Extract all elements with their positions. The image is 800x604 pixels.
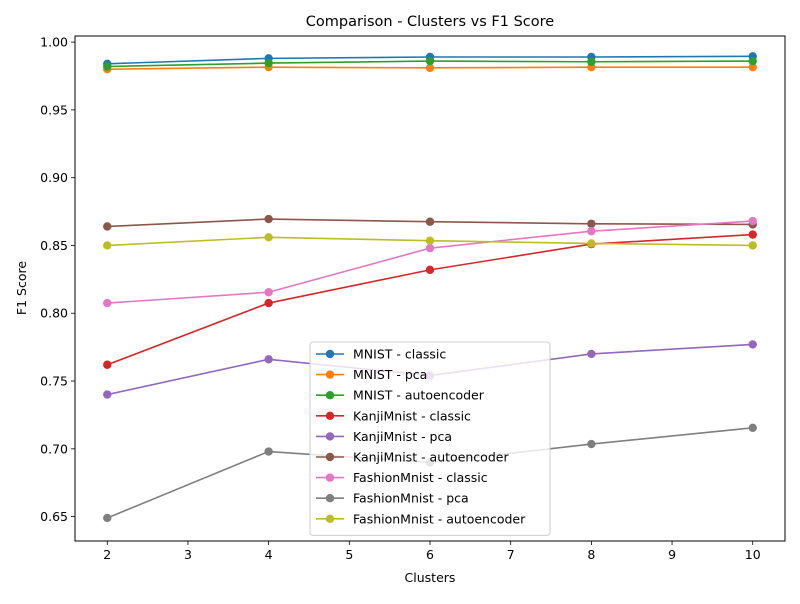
data-point-fashionmnist-autoencoder-2	[103, 241, 112, 250]
legend-swatch-marker	[325, 411, 335, 420]
series-fashionmnist-autoencoder	[103, 233, 757, 250]
x-tick-label: 7	[507, 547, 515, 562]
data-point-fashionmnist-autoencoder-8	[587, 239, 596, 248]
legend-item-fashionmnist-classic: FashionMnist - classic	[316, 470, 488, 485]
data-point-kanjimnist-classic-4	[264, 298, 273, 308]
series-fashionmnist-classic	[103, 216, 757, 308]
y-axis-label: F1 Score	[14, 261, 29, 315]
data-point-fashionmnist-pca-8	[587, 439, 596, 449]
data-point-fashionmnist-classic-6	[425, 243, 435, 253]
x-tick-label: 8	[587, 547, 595, 562]
legend-label: KanjiMnist - classic	[353, 408, 471, 423]
series-mnist-autoencoder	[103, 56, 757, 71]
data-point-kanjimnist-pca-10	[748, 340, 757, 349]
legend-swatch-marker	[325, 514, 335, 523]
axis-ticks: 2 3 4 5 6 7 8 9 10 0.65 0.70 0.75 0.80 0.85 0.90 0.95 1.…	[40, 35, 761, 562]
x-tick-label: 3	[184, 547, 192, 562]
legend-label: MNIST - autoencoder	[353, 388, 485, 403]
legend-label: KanjiMnist - autoencoder	[353, 450, 509, 465]
data-point-mnist-autoencoder-6	[425, 56, 435, 66]
x-tick-label: 4	[265, 547, 273, 562]
data-point-fashionmnist-autoencoder-4	[264, 233, 273, 242]
data-point-fashionmnist-pca-4	[264, 447, 273, 456]
data-point-fashionmnist-classic-8	[587, 227, 596, 236]
legend-item-kanjimnist-pca: KanjiMnist - pca	[316, 429, 452, 444]
data-point-mnist-autoencoder-8	[587, 57, 596, 66]
x-tick-label: 10	[745, 547, 761, 562]
legend-swatch-marker	[325, 391, 335, 400]
data-point-fashionmnist-autoencoder-10	[748, 241, 757, 250]
data-point-kanjimnist-autoencoder-4	[264, 214, 273, 224]
legend-swatch-marker	[325, 370, 335, 379]
y-tick-label: 0.95	[40, 102, 68, 117]
data-point-fashionmnist-classic-10	[748, 216, 757, 226]
legend-swatch-marker	[325, 349, 335, 359]
legend-label: FashionMnist - autoencoder	[353, 511, 526, 526]
y-tick-label: 0.70	[40, 441, 68, 456]
data-point-kanjimnist-pca-2	[103, 390, 112, 399]
data-point-kanjimnist-classic-10	[748, 230, 757, 239]
legend-swatch-marker	[325, 432, 335, 441]
data-point-fashionmnist-pca-2	[103, 513, 112, 523]
chart-title: Comparison - Clusters vs F1 Score	[306, 14, 555, 30]
data-point-kanjimnist-classic-2	[103, 360, 112, 369]
legend-swatch-marker	[325, 473, 335, 482]
data-point-kanjimnist-pca-8	[587, 349, 596, 359]
data-point-fashionmnist-classic-4	[264, 288, 273, 297]
legend-label: FashionMnist - pca	[353, 491, 469, 506]
legend-item-fashionmnist-pca: FashionMnist - pca	[316, 491, 469, 506]
legend-swatch-marker	[325, 494, 335, 503]
y-tick-label: 0.80	[40, 306, 68, 321]
x-tick-label: 6	[426, 547, 434, 562]
legend-item-fashionmnist-autoencoder: FashionMnist - autoencoder	[316, 511, 526, 526]
legend-label: MNIST - pca	[353, 367, 427, 382]
data-point-kanjimnist-autoencoder-2	[103, 222, 112, 231]
data-point-kanjimnist-autoencoder-6	[425, 217, 435, 226]
legend-label: FashionMnist - classic	[353, 470, 488, 485]
data-point-mnist-pca-6	[425, 63, 435, 73]
legend-label: MNIST - classic	[353, 347, 446, 362]
legend-swatch-marker	[325, 452, 335, 462]
data-point-mnist-autoencoder-4	[264, 58, 273, 68]
y-tick-label: 0.85	[40, 238, 68, 253]
x-tick-label: 2	[103, 547, 111, 562]
y-tick-label: 0.75	[40, 374, 68, 389]
data-point-fashionmnist-classic-2	[103, 298, 112, 308]
y-tick-label: 0.65	[40, 509, 68, 524]
data-point-mnist-autoencoder-2	[103, 62, 112, 71]
data-point-fashionmnist-autoencoder-6	[425, 236, 435, 245]
y-tick-label: 0.90	[40, 170, 68, 185]
legend-label: KanjiMnist - pca	[353, 429, 452, 444]
legend-item-mnist-classic: MNIST - classic	[316, 347, 446, 362]
legend-item-mnist-autoencoder: MNIST - autoencoder	[316, 388, 485, 403]
data-point-mnist-autoencoder-10	[748, 56, 757, 66]
data-point-mnist-pca-10	[748, 62, 757, 72]
legend-item-kanjimnist-autoencoder: KanjiMnist - autoencoder	[316, 450, 509, 465]
data-point-fashionmnist-pca-10	[748, 423, 757, 432]
legend-box	[309, 341, 551, 536]
x-axis-label: Clusters	[405, 570, 456, 585]
x-tick-label: 5	[345, 547, 353, 562]
legend-item-kanjimnist-classic: KanjiMnist - classic	[316, 408, 471, 423]
legend: MNIST - classic MNIST - pca MNIST - autoen…	[309, 341, 551, 536]
data-point-kanjimnist-classic-6	[425, 265, 435, 275]
legend-item-mnist-pca: MNIST - pca	[316, 367, 427, 382]
data-point-kanjimnist-autoencoder-8	[587, 219, 596, 228]
x-tick-label: 9	[668, 547, 676, 562]
y-tick-label: 1.00	[40, 35, 68, 50]
data-point-kanjimnist-pca-4	[264, 355, 273, 364]
